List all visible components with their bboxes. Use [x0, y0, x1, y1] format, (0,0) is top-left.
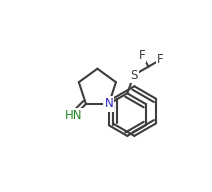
Text: S: S	[130, 69, 138, 82]
Text: F: F	[139, 49, 145, 62]
Text: N: N	[105, 98, 113, 110]
Text: HN: HN	[65, 109, 83, 122]
Text: F: F	[157, 53, 163, 66]
